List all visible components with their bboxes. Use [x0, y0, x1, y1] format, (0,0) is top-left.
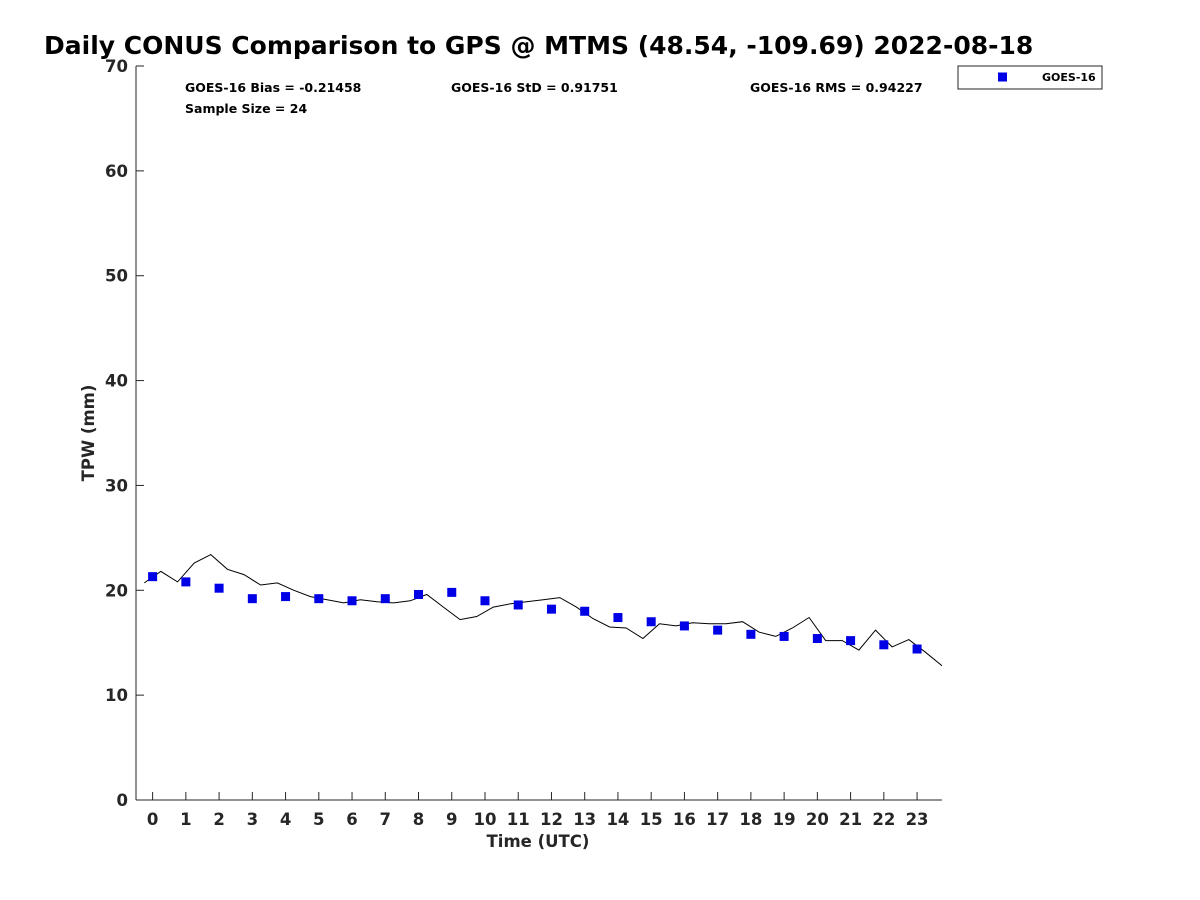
x-tick-label: 18 [739, 810, 762, 829]
y-tick-label: 20 [105, 581, 128, 600]
goes16-point [679, 621, 689, 631]
goes16-point [613, 613, 623, 623]
goes16-point [912, 644, 922, 654]
plot-series [144, 554, 943, 667]
x-axis-label: Time (UTC) [487, 832, 590, 851]
legend-label-goes16: GOES-16 [1042, 71, 1096, 84]
goes16-point [380, 594, 390, 604]
x-tick-label: 7 [380, 810, 391, 829]
y-ticks: 0 10 20 30 40 50 60 70 [105, 57, 144, 810]
goes16-point [148, 572, 158, 582]
x-tick-label: 9 [446, 810, 457, 829]
x-tick-label: 19 [773, 810, 796, 829]
goes16-point [646, 617, 656, 627]
goes16-point [214, 583, 224, 593]
goes16-point [546, 604, 556, 614]
goes16-point [846, 636, 856, 646]
y-tick-label: 60 [105, 162, 128, 181]
y-tick-label: 10 [105, 686, 128, 705]
goes16-point [447, 587, 457, 597]
x-tick-label: 20 [806, 810, 829, 829]
x-tick-label: 14 [606, 810, 629, 829]
goes16-point [713, 625, 723, 635]
y-tick-label: 40 [105, 372, 128, 391]
x-tick-label: 2 [213, 810, 224, 829]
x-tick-label: 4 [280, 810, 291, 829]
goes16-point [281, 592, 291, 602]
y-tick-label: 70 [105, 57, 128, 76]
sample-size-annotation: Sample Size = 24 [185, 101, 307, 116]
x-tick-label: 6 [346, 810, 357, 829]
bias-annotation: GOES-16 Bias = -0.21458 [185, 80, 361, 95]
x-tick-label: 10 [474, 810, 497, 829]
std-annotation: GOES-16 StD = 0.91751 [451, 80, 618, 95]
goes16-point [746, 629, 756, 639]
goes16-point [812, 634, 822, 644]
x-tick-label: 17 [706, 810, 729, 829]
goes16-point [181, 577, 191, 587]
axes [135, 66, 942, 801]
goes16-point [879, 640, 889, 650]
goes16-point [247, 594, 257, 604]
y-tick-label: 0 [117, 791, 128, 810]
x-tick-label: 3 [247, 810, 258, 829]
x-tick-label: 1 [180, 810, 191, 829]
x-tick-label: 11 [507, 810, 530, 829]
x-tick-label: 0 [147, 810, 158, 829]
x-ticks: 0 1 2 3 4 5 6 7 8 9 10 11 12 13 14 15 16 17 18 19 20 21 22 23 [147, 792, 929, 829]
goes16-point [347, 596, 357, 606]
y-tick-label: 30 [105, 476, 128, 495]
x-tick-label: 21 [839, 810, 862, 829]
y-axis-label: TPW (mm) [79, 385, 98, 482]
x-tick-label: 22 [872, 810, 895, 829]
x-tick-label: 12 [540, 810, 563, 829]
stats-annotations: GOES-16 Bias = -0.21458 GOES-16 StD = 0.… [185, 80, 923, 116]
legend: GOES-16 [957, 65, 1103, 90]
x-tick-label: 13 [573, 810, 596, 829]
goes16-point [314, 594, 324, 604]
goes16-point [779, 631, 789, 641]
x-tick-label: 16 [673, 810, 696, 829]
x-tick-label: 5 [313, 810, 324, 829]
chart-title: Daily CONUS Comparison to GPS @ MTMS (48… [44, 31, 1033, 60]
x-tick-label: 23 [906, 810, 929, 829]
rms-annotation: GOES-16 RMS = 0.94227 [750, 80, 923, 95]
gps-tpw-line [144, 554, 943, 667]
goes16-point [414, 589, 424, 599]
x-tick-label: 15 [640, 810, 663, 829]
y-tick-label: 50 [105, 267, 128, 286]
x-tick-label: 8 [413, 810, 424, 829]
goes16-point [513, 600, 523, 610]
goes16-point [580, 606, 590, 616]
legend-box [957, 65, 1103, 90]
goes16-point [480, 596, 490, 606]
legend-marker-goes16 [998, 72, 1007, 82]
